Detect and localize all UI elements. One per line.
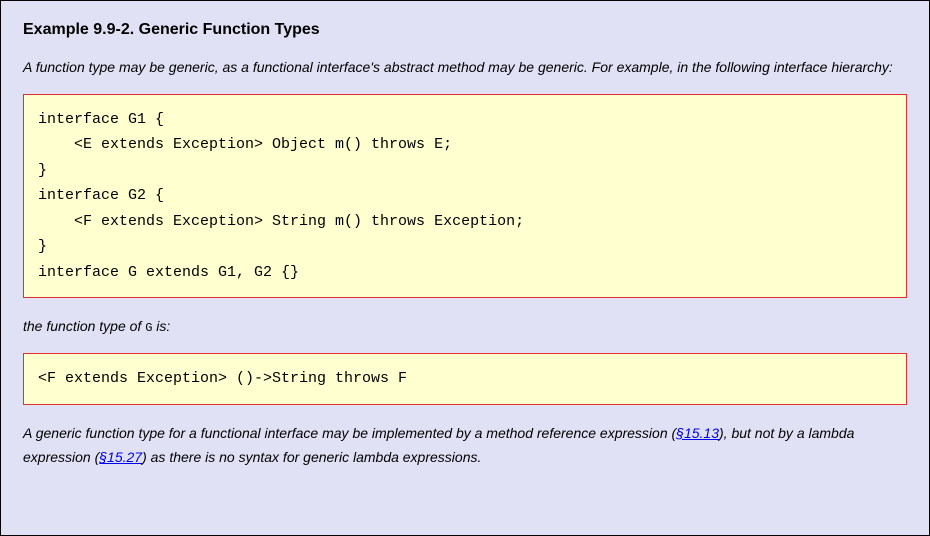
section-link-15-27[interactable]: §15.27 [99,449,142,465]
mid-paragraph: the function type of G is: [23,314,907,339]
example-box: Example 9.9-2. Generic Function Types A … [0,0,930,536]
intro-paragraph: A function type may be generic, as a fun… [23,55,907,80]
code-block-2: <F extends Exception> ()->String throws … [23,353,907,405]
outro-part1: A generic function type for a functional… [23,425,676,441]
outro-part3: ) as there is no syntax for generic lamb… [142,449,481,465]
mid-text-prefix: the function type of [23,318,145,334]
mid-text-suffix: is: [152,318,170,334]
code-block-1: interface G1 { <E extends Exception> Obj… [23,94,907,299]
outro-paragraph: A generic function type for a functional… [23,421,907,470]
example-title: Example 9.9-2. Generic Function Types [23,21,907,39]
section-link-15-13[interactable]: §15.13 [676,425,719,441]
